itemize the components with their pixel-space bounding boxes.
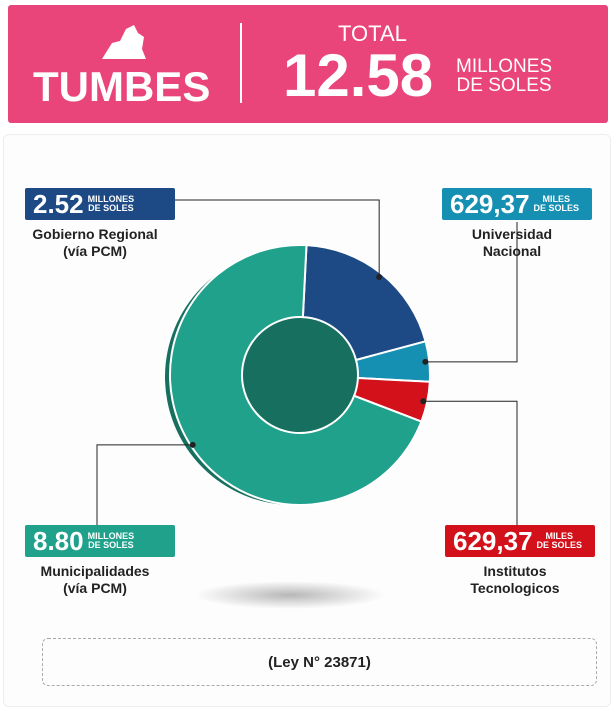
unit-line: MILLONES <box>456 56 553 77</box>
unit-line: DE SOLES <box>88 203 134 213</box>
category-label: Institutos Tecnologicos <box>470 563 560 596</box>
slice <box>169 244 423 506</box>
note: (Ley N° 23871) <box>42 638 597 686</box>
category-label: Municipalidades (vía PCM) <box>40 563 150 596</box>
total-unit: MILLONES DE SOLES <box>456 57 552 95</box>
unit-line: DE SOLES <box>533 203 580 213</box>
slice <box>301 244 427 362</box>
leader-line <box>96 444 193 525</box>
divider <box>240 23 242 103</box>
unit-line: DE SOLES <box>88 540 134 550</box>
unit-label: MILES DE SOLES <box>537 532 583 550</box>
total-label: TOTAL <box>338 21 407 46</box>
unit-label: MILLONES DE SOLES <box>88 532 135 550</box>
value-label: 8.80 <box>33 525 84 556</box>
unit-line: MILLONES <box>87 531 135 541</box>
value-box: 2.52 MILLONES DE SOLES <box>25 188 175 220</box>
unit-line: DE SOLES <box>536 540 583 550</box>
label-group: 8.80 MILLONES DE SOLES Municipalidades (vía… <box>25 525 175 597</box>
leader-line <box>425 222 518 363</box>
unit-line: MILES <box>545 531 574 541</box>
label-group: 2.52 MILLONES DE SOLES Gobierno Regional (v… <box>25 188 175 260</box>
value-label: 2.52 <box>33 188 84 219</box>
value-box: 629,37 MILES DE SOLES <box>445 525 595 557</box>
total: 12.58 <box>283 42 434 109</box>
region-icon <box>102 25 146 59</box>
leader-dot <box>376 273 383 280</box>
value-box: 8.80 MILLONES DE SOLES <box>25 525 175 557</box>
leader-line <box>423 400 518 525</box>
leader-dot <box>420 398 427 405</box>
category-label: Gobierno Regional (vía PCM) <box>32 226 158 259</box>
value-label: 629,37 <box>450 188 530 219</box>
region: TUMBES <box>33 63 211 110</box>
unit-label: MILES DE SOLES <box>534 195 580 213</box>
label-group: 629,37 MILES DE SOLES Institutos Tecnologic… <box>445 525 595 597</box>
value-label: 629,37 <box>453 525 533 556</box>
unit-line: MILLONES <box>87 194 135 204</box>
label-group: 629,37 MILES DE SOLES Universidad Nacional <box>442 188 592 260</box>
category-label: Universidad Nacional <box>471 226 553 259</box>
leader-dot <box>422 358 429 365</box>
leader-line <box>175 199 380 277</box>
unit-label: MILLONES DE SOLES <box>88 195 135 213</box>
leader-dot <box>189 441 196 448</box>
unit-line: MILES <box>542 194 571 204</box>
shadow <box>195 581 385 609</box>
value-box: 629,37 MILES DE SOLES <box>442 188 592 220</box>
unit-line: DE SOLES <box>456 75 552 96</box>
header: TUMBES TOTAL 12.58 MILLONES DE SOLES <box>8 5 608 123</box>
